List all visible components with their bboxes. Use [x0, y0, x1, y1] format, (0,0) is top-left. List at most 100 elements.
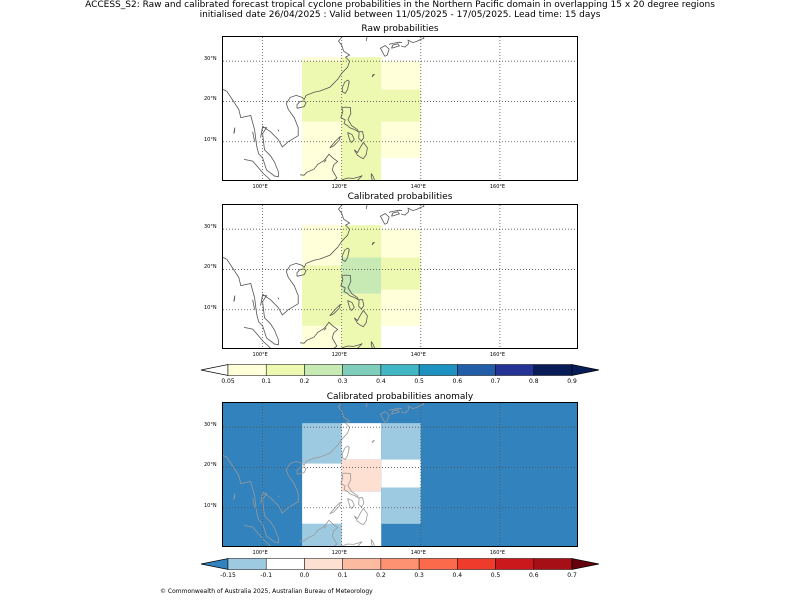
probability-cell — [381, 121, 421, 158]
coastline — [391, 409, 401, 415]
latitude-tick-label: 20°N — [204, 462, 217, 469]
coastline — [233, 493, 236, 500]
coastline — [341, 541, 363, 546]
colorbar-segment — [342, 558, 382, 570]
colorbar-segment — [265, 558, 305, 570]
coastline — [379, 45, 390, 57]
colorbar-segment — [265, 364, 305, 376]
probability-cell — [302, 61, 342, 98]
coastline — [389, 41, 403, 45]
coastline — [243, 327, 272, 348]
colorbar-tick-label: 0.4 — [452, 572, 463, 579]
colorbar-tick-label: 0.7 — [567, 572, 577, 579]
latitude-tick-label: 30°N — [204, 422, 217, 429]
longitude-tick-label: 100°E — [252, 184, 268, 190]
raw-map-canvas — [223, 37, 577, 180]
figure-subtitle: initialised date 26/04/2025 : Valid betw… — [199, 10, 601, 20]
coastline — [300, 321, 339, 348]
colorbar-segment — [457, 364, 496, 376]
probability-cell — [302, 325, 342, 348]
figure-title: ACCESS_S2: Raw and calibrated forecast t… — [85, 0, 715, 10]
probability-colorbar — [200, 364, 600, 376]
coastline — [233, 295, 236, 302]
probability-cell — [381, 61, 421, 90]
calibrated-panel-title: Calibrated probabilities — [347, 192, 453, 202]
coastline — [389, 209, 403, 213]
coastline — [300, 153, 339, 180]
coastline — [400, 37, 425, 48]
coastline — [389, 407, 403, 411]
colorbar-tick-label: 0.5 — [414, 378, 424, 385]
colorbar-tick-label: 0.05 — [221, 378, 235, 385]
colorbar-tick-label: 0.3 — [414, 572, 424, 579]
probability-cell — [381, 229, 421, 258]
coastline — [323, 327, 327, 331]
latitude-tick-label: 30°N — [204, 56, 217, 63]
colorbar-tick-label: 0.3 — [337, 378, 348, 385]
coastline — [341, 79, 350, 94]
probability-cell — [341, 325, 382, 348]
coastline — [400, 205, 425, 216]
coastline — [358, 299, 365, 310]
coastline — [341, 343, 363, 348]
colorbar-segment — [418, 558, 458, 570]
colorbar-segment — [342, 364, 382, 376]
coastline — [277, 129, 280, 132]
probability-cell — [302, 121, 342, 158]
coastline — [358, 497, 365, 508]
colorbar-tick-label: 0.1 — [261, 378, 271, 385]
coastline — [296, 100, 307, 109]
coastline — [379, 411, 390, 423]
latitude-tick-label: 10°N — [204, 502, 217, 509]
coastline — [379, 213, 390, 225]
raw-panel-title: Raw probabilities — [361, 24, 439, 34]
coastline — [371, 439, 375, 444]
coastline — [391, 211, 401, 217]
colorbar-tick-label: 0.2 — [299, 378, 310, 385]
coastline — [252, 497, 255, 508]
probability-cell — [302, 523, 342, 546]
coastline — [370, 173, 375, 180]
coastline — [277, 297, 280, 300]
coastline — [340, 472, 360, 499]
colorbar-segment — [418, 364, 458, 376]
coastline — [341, 445, 350, 460]
longitude-tick-label: 140°E — [410, 184, 426, 190]
colorbar-tick-label: 0.2 — [376, 572, 386, 579]
colorbar-over-triangle — [571, 364, 600, 376]
longitude-tick-label: 100°E — [252, 550, 268, 556]
probability-cell — [341, 225, 382, 258]
anomaly-map-canvas — [223, 403, 577, 546]
coastline — [277, 495, 280, 498]
coastline — [296, 466, 307, 475]
coastline — [347, 300, 355, 312]
probability-cell — [341, 157, 382, 180]
latitude-tick-label: 30°N — [204, 224, 217, 231]
colorbar-tick-label: 0.6 — [528, 572, 539, 579]
coastline — [243, 525, 272, 546]
colorbar-tick-label: 0.8 — [528, 378, 539, 385]
colorbar-segment — [227, 558, 267, 570]
probability-cell — [381, 487, 421, 524]
coastline — [340, 106, 360, 133]
coastline — [347, 132, 355, 144]
probability-cell — [381, 89, 421, 122]
coastline — [243, 159, 272, 180]
latitude-tick-label: 20°N — [204, 264, 217, 271]
probability-cell — [302, 463, 342, 524]
coastline — [353, 507, 368, 526]
colorbar-tick-label: -0.15 — [220, 572, 236, 579]
coastline — [341, 175, 363, 180]
probability-cell — [381, 257, 421, 290]
longitude-tick-label: 160°E — [489, 550, 506, 556]
coastline — [400, 403, 425, 414]
probability-cell — [302, 57, 342, 62]
colorbar-tick-label: -0.1 — [260, 572, 273, 579]
copyright-notice: © Commonwealth of Australia 2025, Austra… — [160, 588, 373, 595]
probability-cell — [341, 459, 382, 492]
coastline — [365, 403, 368, 408]
longitude-tick-label: 160°E — [489, 184, 506, 190]
probability-cell — [302, 265, 342, 326]
colorbar-segment — [227, 364, 267, 376]
latitude-tick-label: 10°N — [204, 136, 217, 143]
